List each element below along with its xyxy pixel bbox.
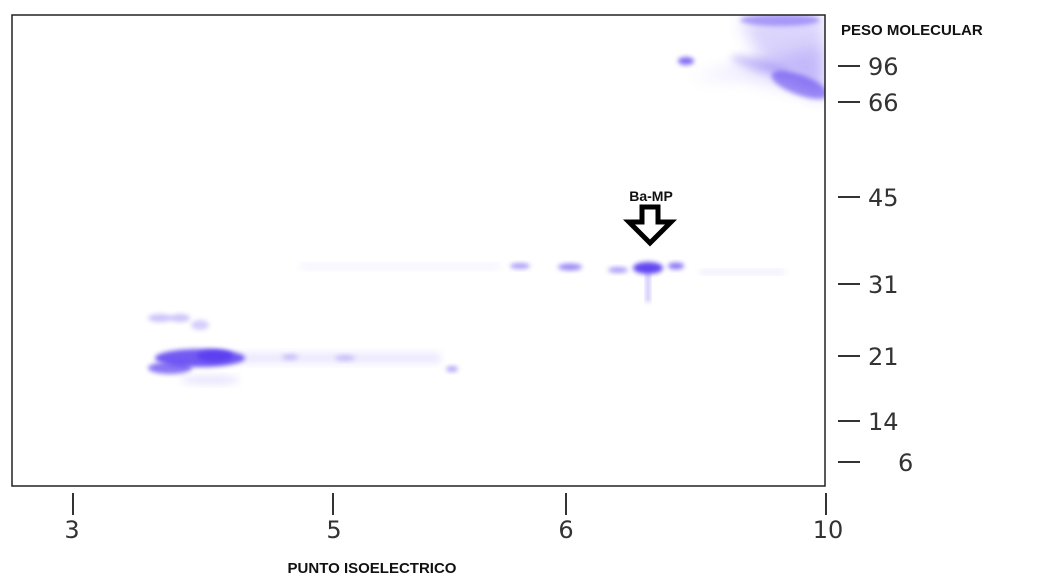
y-axis-ticks: 96 66 45 31 21 14 6 [838,53,913,477]
x-axis-title: PUNTO ISOELECTRICO [288,560,457,577]
x-tick-label: 5 [326,516,341,544]
y-tick: 96 [838,53,899,81]
down-arrow-icon [622,204,678,247]
y-tick-label: 96 [868,53,899,81]
x-axis-ticks: 3 5 6 10 [64,493,843,544]
low-mw-cluster [148,314,458,384]
high-mw-smear [678,15,825,100]
y-tick-label: 21 [868,343,899,371]
y-tick: 66 [838,89,899,117]
y-tick: 31 [838,271,899,299]
gel-area [12,15,825,486]
y-tick-label: 45 [868,184,899,212]
y-tick: 14 [838,408,899,436]
y-tick-label: 31 [868,271,899,299]
y-tick-label: 14 [868,408,899,436]
band-row-31 [300,262,785,302]
y-tick-label: 66 [868,89,899,117]
x-tick: 6 [558,493,574,544]
x-tick-label: 3 [64,516,79,544]
marker-label: Ba-MP [629,188,673,204]
y-tick: 45 [838,184,899,212]
x-tick-label: 6 [558,516,573,544]
x-tick: 10 [813,493,844,544]
x-tick: 5 [326,493,342,544]
x-tick: 3 [64,493,80,544]
gel-frame [11,14,826,487]
x-tick-label: 10 [813,516,844,544]
y-axis-title: PESO MOLECULAR [841,22,983,39]
y-tick-label: 6 [898,449,913,477]
y-tick: 21 [838,343,899,371]
y-tick: 6 [838,449,913,477]
